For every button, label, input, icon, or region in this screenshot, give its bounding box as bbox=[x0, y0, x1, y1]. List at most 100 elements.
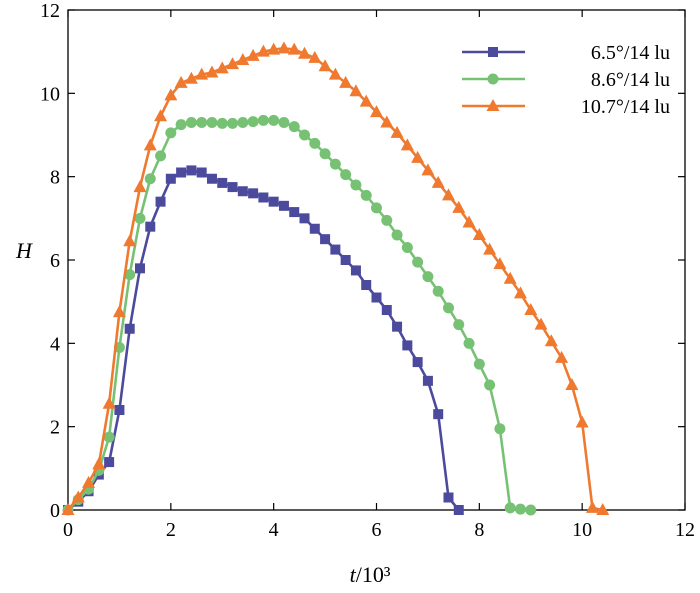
data-point bbox=[257, 114, 269, 126]
y-tick-label: 8 bbox=[50, 167, 60, 189]
data-point bbox=[278, 200, 289, 211]
data-point bbox=[143, 138, 157, 151]
series-line bbox=[67, 119, 531, 512]
data-point bbox=[104, 457, 115, 468]
data-point bbox=[421, 163, 435, 176]
data-point bbox=[114, 405, 125, 415]
data-point bbox=[504, 502, 516, 514]
data-point bbox=[134, 212, 146, 224]
data-point bbox=[442, 302, 454, 314]
data-point bbox=[433, 409, 444, 420]
data-point bbox=[186, 165, 197, 176]
x-tick-label: 8 bbox=[474, 519, 484, 541]
legend-marker bbox=[488, 47, 498, 57]
data-point bbox=[175, 119, 187, 131]
data-point bbox=[390, 125, 404, 138]
data-point bbox=[340, 169, 352, 181]
data-point bbox=[473, 358, 485, 370]
data-point bbox=[226, 57, 240, 70]
data-point bbox=[565, 378, 579, 390]
data-point bbox=[381, 214, 393, 226]
data-point bbox=[288, 121, 300, 133]
legend-label: 8.6°/14 lu bbox=[591, 69, 670, 91]
data-point bbox=[309, 223, 320, 234]
legend: 6.5°/14 lu 8.6°/14 lu 10.7°/14 lu bbox=[462, 42, 670, 118]
data-point bbox=[196, 117, 208, 128]
data-point bbox=[71, 490, 85, 503]
series-1 bbox=[63, 165, 464, 515]
data-point bbox=[185, 117, 197, 128]
y-tick-label: 10 bbox=[40, 83, 60, 105]
data-point bbox=[247, 116, 259, 128]
data-point bbox=[227, 182, 238, 193]
data-point bbox=[165, 127, 177, 139]
data-point bbox=[472, 228, 486, 240]
x-tick-label: 6 bbox=[372, 519, 382, 541]
data-point bbox=[585, 500, 599, 513]
data-point bbox=[309, 137, 321, 149]
data-point bbox=[184, 71, 198, 84]
data-point bbox=[400, 138, 414, 151]
data-point bbox=[484, 379, 496, 391]
data-point bbox=[453, 319, 465, 331]
data-point bbox=[350, 179, 362, 191]
series-2 bbox=[62, 114, 537, 516]
data-point bbox=[267, 42, 281, 55]
data-point bbox=[144, 173, 156, 185]
data-point bbox=[370, 105, 383, 118]
data-point bbox=[340, 255, 351, 265]
data-point bbox=[268, 114, 280, 126]
data-point bbox=[206, 117, 218, 128]
data-point bbox=[453, 505, 464, 515]
data-point bbox=[431, 175, 445, 188]
legend-label: 6.5°/14 lu bbox=[591, 42, 670, 64]
series-3 bbox=[61, 41, 610, 515]
x-tick-label: 12 bbox=[675, 519, 695, 541]
data-point bbox=[320, 234, 331, 245]
data-point bbox=[544, 334, 558, 347]
y-axis: 0 2 4 6 8 10 12 bbox=[40, 0, 685, 522]
data-point bbox=[258, 192, 269, 203]
data-point bbox=[215, 61, 229, 74]
data-point bbox=[216, 117, 228, 129]
data-point bbox=[246, 48, 260, 61]
data-point bbox=[236, 53, 250, 65]
data-point bbox=[278, 117, 290, 128]
data-point bbox=[237, 186, 248, 197]
data-point bbox=[227, 117, 239, 129]
data-point bbox=[154, 109, 168, 122]
data-point bbox=[359, 94, 373, 107]
data-point bbox=[268, 196, 279, 207]
data-point bbox=[339, 75, 353, 88]
legend-marker bbox=[486, 99, 500, 111]
data-point bbox=[102, 396, 116, 409]
y-tick-label: 2 bbox=[50, 417, 60, 439]
data-point bbox=[237, 117, 249, 128]
data-point bbox=[381, 305, 392, 315]
data-point bbox=[555, 350, 569, 363]
data-point bbox=[124, 323, 135, 334]
x-axis-title: t/10³ bbox=[350, 562, 391, 587]
data-point bbox=[155, 150, 167, 162]
data-point bbox=[329, 158, 341, 170]
data-point bbox=[514, 503, 526, 515]
data-point bbox=[123, 234, 137, 247]
data-point bbox=[124, 269, 136, 281]
data-point bbox=[112, 305, 126, 318]
data-point bbox=[402, 340, 413, 351]
data-point bbox=[319, 148, 331, 160]
data-point bbox=[391, 229, 403, 241]
data-point bbox=[503, 271, 517, 284]
data-point bbox=[205, 65, 219, 78]
data-point bbox=[82, 475, 96, 488]
legend-item: 10.7°/14 lu bbox=[462, 96, 670, 118]
data-point bbox=[196, 167, 207, 178]
data-point bbox=[92, 457, 106, 470]
data-point bbox=[289, 207, 300, 218]
data-point bbox=[164, 88, 178, 101]
data-point bbox=[422, 271, 434, 283]
legend-item: 8.6°/14 lu bbox=[462, 69, 670, 91]
series-line bbox=[67, 169, 460, 512]
data-point bbox=[432, 285, 444, 297]
